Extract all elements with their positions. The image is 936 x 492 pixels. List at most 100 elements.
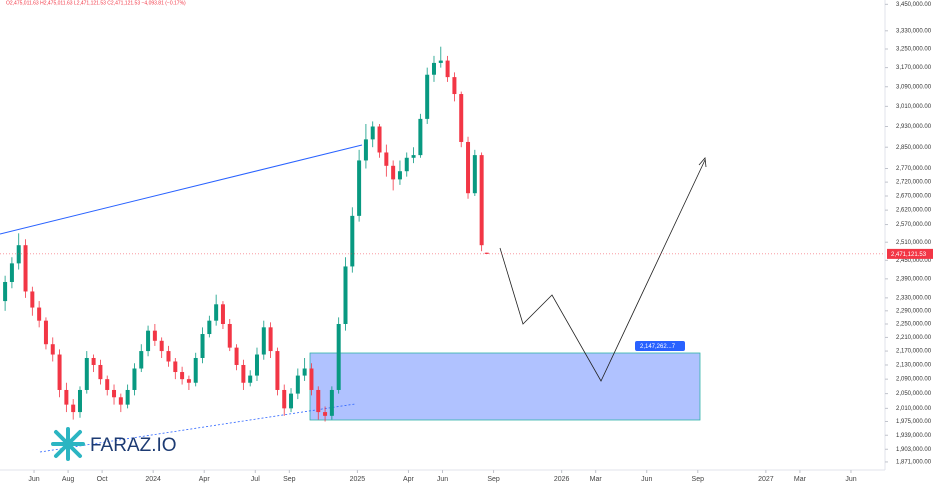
candle-body	[112, 389, 117, 398]
candle-body	[132, 368, 137, 390]
candle-body	[23, 245, 28, 292]
candle-body	[16, 245, 21, 264]
candle-body	[248, 375, 253, 383]
projection-path	[499, 159, 706, 382]
candle-body	[316, 389, 321, 413]
y-tick-label: 3,250,000.00	[896, 47, 932, 53]
candle-body	[118, 397, 123, 405]
x-tick-label: Mar	[794, 476, 807, 483]
candle-body	[98, 364, 103, 380]
target-label: 2,147,262...7	[640, 344, 676, 350]
candle-body	[377, 126, 382, 153]
candles	[3, 46, 489, 422]
candle-body	[220, 304, 225, 324]
candle-body	[384, 152, 389, 166]
x-tick-label: Sep	[692, 476, 705, 483]
candle-body	[452, 77, 457, 95]
watermark: FARAZ.IO	[90, 435, 177, 456]
y-tick-label: 3,090,000.00	[896, 84, 932, 90]
candle-body	[336, 323, 341, 390]
candle-body	[357, 160, 362, 216]
candle-body	[9, 263, 14, 282]
candle-body	[466, 141, 471, 194]
y-tick-label: 2,850,000.00	[896, 145, 932, 151]
candle-body	[459, 94, 464, 142]
y-tick-label: 3,450,000.00	[896, 2, 932, 8]
candle-body	[77, 389, 82, 413]
trend-line	[0, 144, 363, 235]
y-tick-label: 2,510,000.00	[896, 240, 932, 246]
x-tick-label: Jul	[251, 476, 260, 483]
candle-body	[71, 404, 76, 413]
y-tick-label: 3,010,000.00	[896, 104, 932, 110]
candle-body	[363, 139, 368, 161]
candle-body	[159, 340, 164, 352]
x-tick-label: Oct	[97, 476, 108, 483]
candle-body	[295, 375, 300, 394]
candle-body	[166, 351, 171, 362]
y-tick-label: 2,010,000.00	[896, 406, 932, 412]
candle-body	[193, 357, 198, 383]
candle-body	[404, 157, 409, 172]
candle-body	[431, 62, 436, 75]
y-tick-label: 2,570,000.00	[896, 222, 932, 228]
candle-body	[234, 347, 239, 365]
candle-body	[30, 291, 35, 308]
candle-body	[57, 354, 62, 390]
candle-body	[125, 389, 130, 405]
candle-body	[472, 155, 477, 194]
candle-body	[302, 368, 307, 376]
candle-body	[350, 215, 355, 267]
y-tick-label: 2,090,000.00	[896, 377, 932, 383]
candle-body	[479, 155, 484, 246]
y-tick-label: 2,170,000.00	[896, 349, 932, 355]
candle-body	[105, 379, 110, 390]
logo	[51, 427, 85, 461]
y-tick-label: 2,930,000.00	[896, 124, 932, 130]
current-price-box	[887, 248, 933, 259]
candle-body	[37, 307, 42, 321]
candle-body	[50, 344, 55, 355]
y-tick-label: 3,330,000.00	[896, 28, 932, 34]
y-tick-label: 3,170,000.00	[896, 65, 932, 71]
candle-body	[200, 334, 205, 358]
candle-body	[425, 74, 430, 119]
x-tick-label: Mar	[590, 476, 603, 483]
candle-body	[323, 412, 328, 416]
candle-body	[173, 361, 178, 373]
candle-body	[152, 330, 157, 341]
x-tick-label: 2025	[350, 476, 366, 483]
y-tick-label: 2,670,000.00	[896, 194, 932, 200]
candle-body	[214, 304, 219, 321]
candle-body	[84, 357, 89, 390]
x-tick-label: 2027	[758, 476, 774, 483]
candle-body	[438, 60, 443, 63]
y-tick-label: 2,450,000.00	[896, 258, 932, 264]
candle-body	[268, 327, 273, 352]
y-tick-label: 2,050,000.00	[896, 391, 932, 397]
candle-body	[418, 118, 423, 156]
x-tick-label: Jun	[437, 476, 448, 483]
candle-body	[261, 327, 266, 355]
candle-body	[91, 357, 96, 365]
x-tick-label: Jun	[28, 476, 39, 483]
candle-body	[186, 379, 191, 383]
candle-body	[43, 320, 48, 345]
y-tick-label: 1,903,000.00	[896, 447, 932, 453]
y-tick-label: 2,250,000.00	[896, 322, 932, 328]
candle-body	[329, 389, 334, 416]
candle-body	[397, 171, 402, 180]
x-tick-label: Apr	[403, 476, 415, 483]
candle-body	[370, 126, 375, 140]
x-tick-label: Aug	[62, 476, 75, 483]
current-price-label: 2,471,121.53	[891, 252, 927, 258]
candle-body	[391, 165, 396, 180]
candle-body	[275, 351, 280, 390]
candle-body	[309, 368, 314, 390]
x-tick-label: Jun	[641, 476, 652, 483]
x-tick-label: 2024	[145, 476, 161, 483]
y-tick-label: 2,390,000.00	[896, 276, 932, 282]
